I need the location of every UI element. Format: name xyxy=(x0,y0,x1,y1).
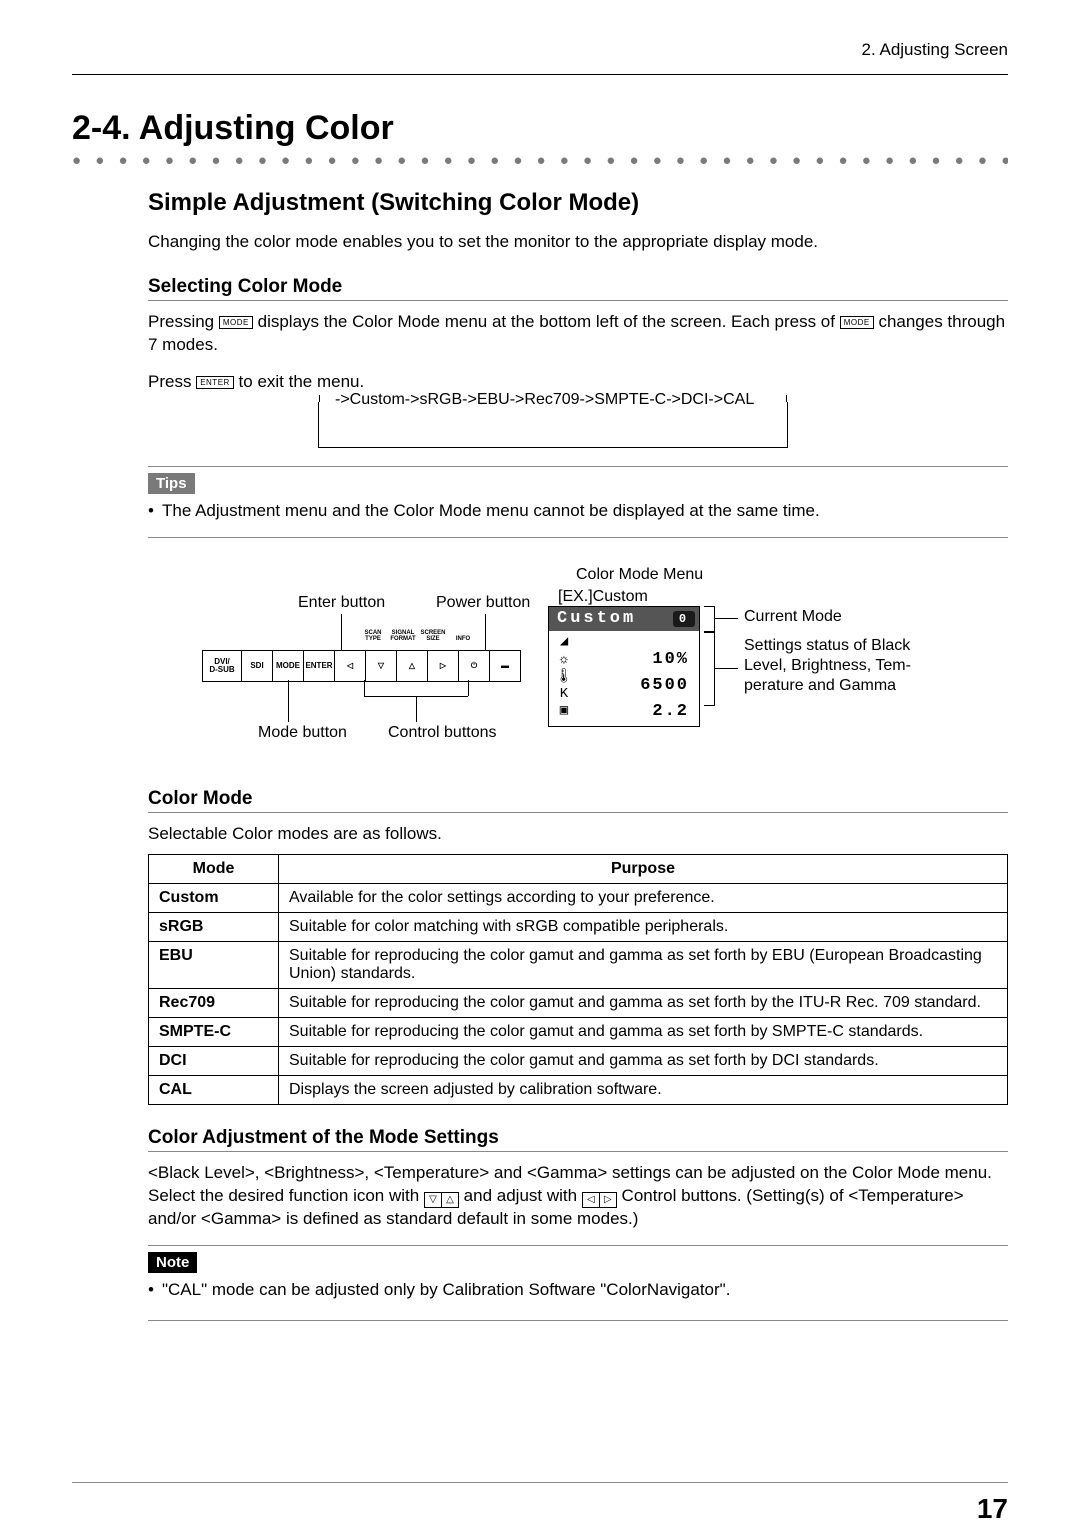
osd-gamma-val: 2.2 xyxy=(573,702,689,722)
front-panel-row: DVI/D-SUB SDI MODE ENTER ◁ ▽ △ ▷ ⏻ ▬ xyxy=(202,650,521,682)
note-list: "CAL" mode can be adjusted only by Calib… xyxy=(148,1279,1008,1302)
page: 2. Adjusting Screen 2-4. Adjusting Color… xyxy=(0,0,1080,1527)
col-purpose: Purpose xyxy=(279,854,1008,883)
footer: 17 xyxy=(72,1482,1008,1483)
osd-row: ☼ 10% xyxy=(555,650,689,670)
osd-brightness-icon: ☼ xyxy=(555,652,573,668)
mode-button-caption: Mode button xyxy=(258,724,347,742)
osd-body: ◢ ☼ 10% 🌡K 6500 ▣ 2.2 xyxy=(549,631,699,726)
table-row: EBU Suitable for reproducing the color g… xyxy=(149,941,1008,988)
osd-row: ◢ xyxy=(555,634,689,650)
note-item: "CAL" mode can be adjusted only by Calib… xyxy=(148,1279,1008,1302)
divider xyxy=(148,537,1008,538)
status-caption: Settings status of Black Level, Brightne… xyxy=(744,636,964,696)
mode-cell: sRGB xyxy=(149,912,279,941)
table-row: SMPTE-C Suitable for reproducing the col… xyxy=(149,1017,1008,1046)
up-down-icon: ▽△ xyxy=(424,1192,459,1208)
panel-cell-enter: ENTER xyxy=(304,651,335,681)
osd-index-pill: 0 xyxy=(673,611,695,627)
color-adjustment-heading: Color Adjustment of the Mode Settings xyxy=(148,1127,1008,1152)
mode-cell: Custom xyxy=(149,883,279,912)
color-adjustment-p: <Black Level>, <Brightness>, <Temperatur… xyxy=(148,1162,1008,1231)
color-mode-intro: Selectable Color modes are as follows. xyxy=(148,823,1008,846)
dotted-rule: ● ● ● ● ● ● ● ● ● ● ● ● ● ● ● ● ● ● ● ● … xyxy=(72,152,1008,169)
divider xyxy=(148,1245,1008,1246)
ca-p-b: and adjust with xyxy=(464,1186,582,1205)
panel-cell-left-icon: ◁ xyxy=(335,651,366,681)
left-right-icon: ◁▷ xyxy=(582,1192,617,1208)
mode-cell: EBU xyxy=(149,941,279,988)
table-row: CAL Displays the screen adjusted by cali… xyxy=(149,1075,1008,1104)
current-mode-caption: Current Mode xyxy=(744,608,842,626)
panel-osd-illustration: Enter button Power button SCANTYPE SIGNA… xyxy=(148,566,1008,766)
body-column: Simple Adjustment (Switching Color Mode)… xyxy=(72,189,1008,1320)
table-row: sRGB Suitable for color matching with sR… xyxy=(149,912,1008,941)
purpose-cell: Available for the color settings accordi… xyxy=(279,883,1008,912)
mode-cell: DCI xyxy=(149,1046,279,1075)
panel-cell-up-icon: △ xyxy=(397,651,428,681)
color-mode-table: Mode Purpose Custom Available for the co… xyxy=(148,854,1008,1105)
enter-button-caption: Enter button xyxy=(298,594,385,612)
purpose-cell: Displays the screen adjusted by calibrat… xyxy=(279,1075,1008,1104)
mode-key-icon: MODE xyxy=(219,316,253,329)
osd-temperature-val: 6500 xyxy=(573,676,689,696)
selecting-p1: Pressing MODE displays the Color Mode me… xyxy=(148,311,1008,357)
panel-cell-mode: MODE xyxy=(273,651,304,681)
panel-cell-power-icon: ⏻ xyxy=(459,651,490,681)
simple-adjustment-intro: Changing the color mode enables you to s… xyxy=(148,231,1008,254)
selecting-p2a: Press xyxy=(148,372,196,391)
col-mode: Mode xyxy=(149,854,279,883)
table-header-row: Mode Purpose xyxy=(149,854,1008,883)
tips-list: The Adjustment menu and the Color Mode m… xyxy=(148,500,1008,523)
page-number: 17 xyxy=(977,1493,1008,1525)
table-row: DCI Suitable for reproducing the color g… xyxy=(149,1046,1008,1075)
color-mode-heading: Color Mode xyxy=(148,788,1008,813)
panel-cell-dvi: DVI/D-SUB xyxy=(203,651,242,681)
table-row: Custom Available for the color settings … xyxy=(149,883,1008,912)
panel-cell-led-icon: ▬ xyxy=(490,651,520,681)
osd-row: ▣ 2.2 xyxy=(555,702,689,722)
section-title: 2-4. Adjusting Color xyxy=(72,109,1008,148)
purpose-cell: Suitable for color matching with sRGB co… xyxy=(279,912,1008,941)
mode-cycle-text: ->Custom->sRGB->EBU->Rec709->SMPTE-C->DC… xyxy=(335,391,771,409)
mode-cell: SMPTE-C xyxy=(149,1017,279,1046)
control-buttons-caption: Control buttons xyxy=(388,724,497,742)
mode-cell: CAL xyxy=(149,1075,279,1104)
panel-cell-down-icon: ▽ xyxy=(366,651,397,681)
note-badge: Note xyxy=(148,1252,197,1273)
divider xyxy=(148,466,1008,467)
simple-adjustment-heading: Simple Adjustment (Switching Color Mode) xyxy=(148,189,1008,217)
selecting-p1b: displays the Color Mode menu at the bott… xyxy=(258,312,840,331)
selecting-color-mode-heading: Selecting Color Mode xyxy=(148,276,1008,301)
osd-box: Custom 0 ◢ ☼ 10% 🌡K 6500 xyxy=(548,606,700,727)
purpose-cell: Suitable for reproducing the color gamut… xyxy=(279,1046,1008,1075)
color-mode-menu-caption: Color Mode Menu xyxy=(576,566,703,584)
running-head: 2. Adjusting Screen xyxy=(72,40,1008,75)
osd-title-bar: Custom 0 xyxy=(549,607,699,631)
mode-key-icon: MODE xyxy=(840,316,874,329)
osd-temperature-icon: 🌡K xyxy=(555,669,573,701)
osd-brightness-val: 10% xyxy=(573,650,689,670)
osd-gamma-icon: ▣ xyxy=(555,703,573,719)
purpose-cell: Suitable for reproducing the color gamut… xyxy=(279,1017,1008,1046)
panel-cell-right-icon: ▷ xyxy=(428,651,459,681)
mode-cell: Rec709 xyxy=(149,988,279,1017)
selecting-p2b: to exit the menu. xyxy=(239,372,365,391)
ex-custom-caption: [EX.]Custom xyxy=(558,588,648,606)
tips-item: The Adjustment menu and the Color Mode m… xyxy=(148,500,1008,523)
tips-badge: Tips xyxy=(148,473,195,494)
panel-cell-sdi: SDI xyxy=(242,651,273,681)
table-row: Rec709 Suitable for reproducing the colo… xyxy=(149,988,1008,1017)
osd-black-icon: ◢ xyxy=(555,634,573,650)
osd-row: 🌡K 6500 xyxy=(555,669,689,701)
mode-cycle-box: ->Custom->sRGB->EBU->Rec709->SMPTE-C->DC… xyxy=(148,402,1008,448)
divider xyxy=(148,1320,1008,1321)
purpose-cell: Suitable for reproducing the color gamut… xyxy=(279,988,1008,1017)
enter-key-icon: ENTER xyxy=(196,376,234,389)
power-button-caption: Power button xyxy=(436,594,530,612)
osd-title-text: Custom xyxy=(557,609,636,628)
selecting-p1a: Pressing xyxy=(148,312,219,331)
purpose-cell: Suitable for reproducing the color gamut… xyxy=(279,941,1008,988)
